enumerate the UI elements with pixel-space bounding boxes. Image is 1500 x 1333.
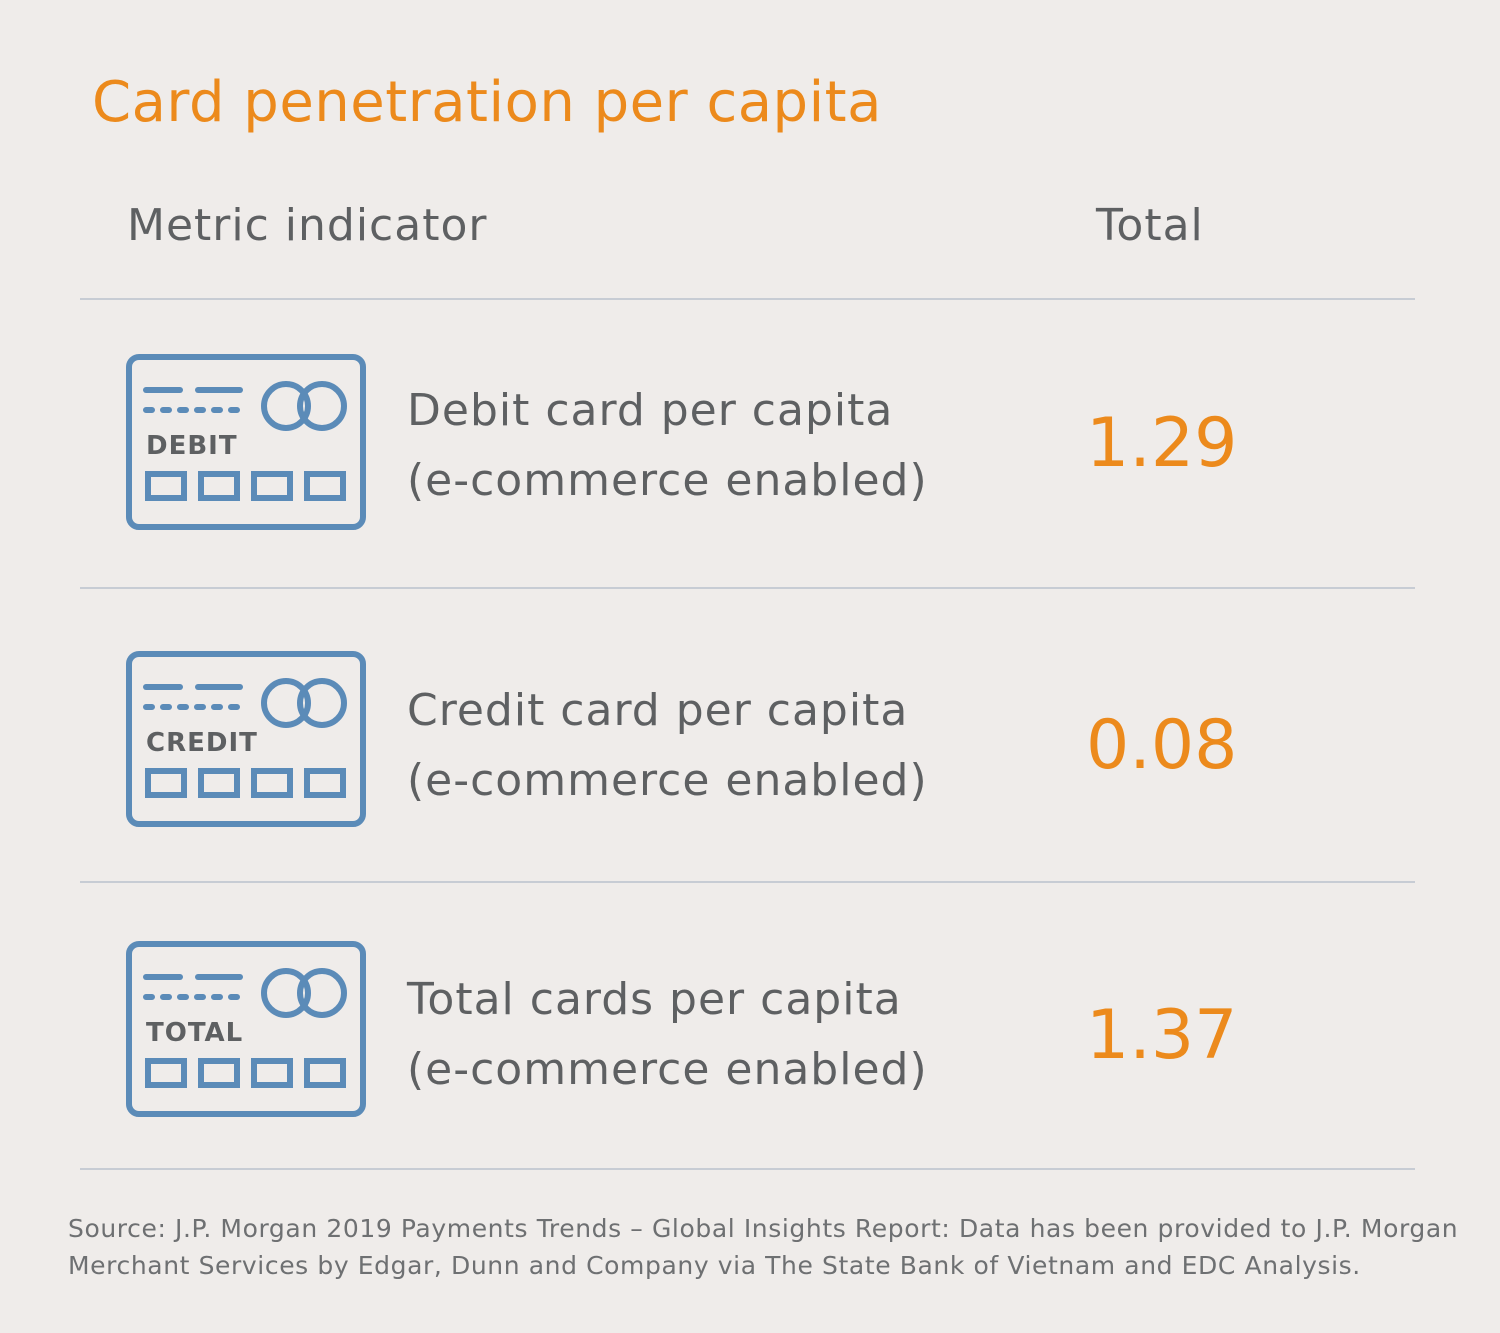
metric-label-debit: Debit card per capita (e-commerce enable… <box>407 376 928 516</box>
metric-line-1: Total cards per capita <box>407 974 902 1025</box>
divider <box>80 298 1415 300</box>
divider <box>80 881 1415 883</box>
metric-line-2: (e-commerce enabled) <box>407 455 928 506</box>
table-row-credit: CREDIT Credit card per capita (e-commerc… <box>0 651 1500 831</box>
metric-line-1: Debit card per capita <box>407 385 894 436</box>
card-label: DEBIT <box>146 431 238 461</box>
total-card-icon: TOTAL <box>126 941 366 1117</box>
divider <box>80 1168 1415 1170</box>
metric-line-1: Credit card per capita <box>407 685 909 736</box>
credit-card-icon: CREDIT <box>126 651 366 827</box>
page-title: Card penetration per capita <box>92 70 882 135</box>
card-label: CREDIT <box>146 728 258 758</box>
source-note: Source: J.P. Morgan 2019 Payments Trends… <box>68 1214 1459 1280</box>
table-row-debit: DEBIT Debit card per capita (e-commerce … <box>0 354 1500 534</box>
table-row-total: TOTAL Total cards per capita (e-commerce… <box>0 941 1500 1121</box>
value-debit: 1.29 <box>1086 404 1238 483</box>
metric-label-total: Total cards per capita (e-commerce enabl… <box>407 965 928 1105</box>
column-header-metric: Metric indicator <box>127 200 488 251</box>
debit-card-icon: DEBIT <box>126 354 366 530</box>
metric-label-credit: Credit card per capita (e-commerce enabl… <box>407 676 928 816</box>
value-total: 1.37 <box>1086 996 1238 1075</box>
column-header-total: Total <box>1096 200 1204 251</box>
divider <box>80 587 1415 589</box>
metric-line-2: (e-commerce enabled) <box>407 1044 928 1095</box>
card-label: TOTAL <box>146 1018 243 1048</box>
metric-line-2: (e-commerce enabled) <box>407 755 928 806</box>
value-credit: 0.08 <box>1086 706 1238 785</box>
